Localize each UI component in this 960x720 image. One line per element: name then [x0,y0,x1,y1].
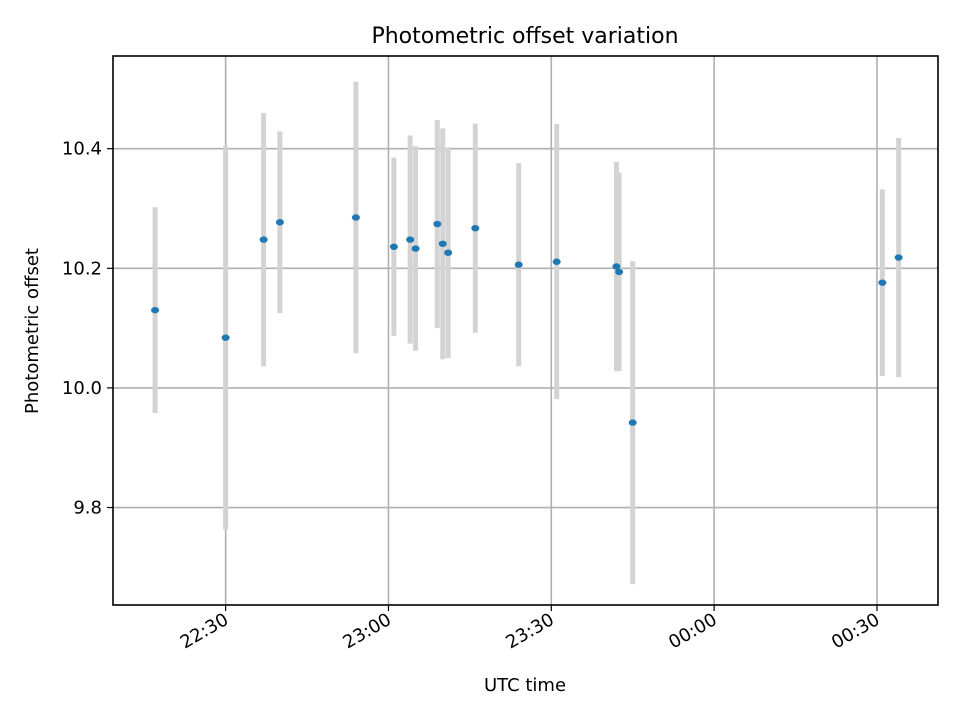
data-points [151,214,903,426]
y-axis-ticks: 9.8 10.0 10.2 10.4 [62,139,113,519]
data-point [894,254,903,261]
y-tick-label: 10.0 [62,378,102,399]
data-point [389,243,398,250]
grid [113,56,938,605]
data-point [259,236,268,243]
data-point [612,263,621,270]
data-point [151,306,160,314]
x-tick-label: 23:00 [340,609,395,653]
x-tick-label: 22:30 [177,609,232,653]
y-tick-label: 10.4 [62,139,102,160]
data-point [275,219,284,226]
data-point [438,240,447,247]
y-tick-label: 9.8 [73,498,102,519]
plot-frame [112,55,939,606]
data-point [628,419,637,426]
data-point [433,220,442,228]
data-point [514,261,523,268]
error-bars [152,81,902,585]
data-point [471,225,480,232]
chart-title: Photometric offset variation [371,24,678,49]
data-point [615,268,624,276]
data-point [351,214,360,221]
y-tick-label: 10.2 [62,258,102,279]
x-tick-label: 23:30 [502,609,557,653]
data-point [406,236,415,243]
x-tick-label: 00:00 [665,609,720,653]
x-axis-label: UTC time [484,675,566,696]
y-axis-label: Photometric offset [22,248,43,414]
data-point [878,279,887,286]
x-tick-label: 00:30 [828,609,883,653]
data-point [221,334,230,341]
data-point [552,258,561,265]
data-point [444,249,453,256]
data-point [411,245,420,252]
x-axis-ticks: 22:30 23:00 23:30 00:00 00:30 [177,605,883,653]
